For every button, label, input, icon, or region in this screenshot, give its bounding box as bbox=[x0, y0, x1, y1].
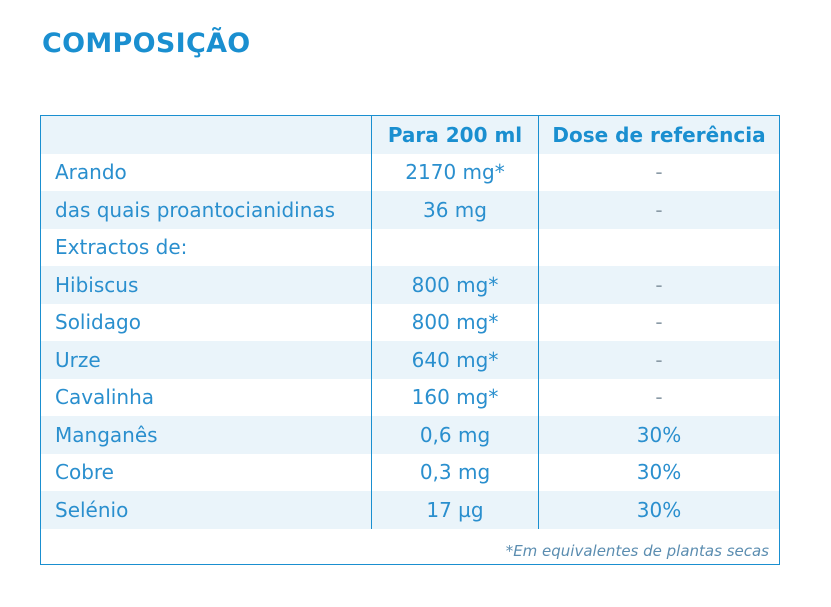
table-row: das quais proantocianidinas 36 mg - bbox=[41, 191, 779, 229]
nutrient-name: das quais proantocianidinas bbox=[55, 197, 336, 222]
nutrient-name: Hibiscus bbox=[55, 272, 139, 297]
reference-dose: - bbox=[538, 153, 779, 191]
reference-dose: - bbox=[538, 266, 779, 304]
nutrient-name: Cavalinha bbox=[55, 385, 155, 410]
table-row: Arando 2170 mg* - bbox=[41, 153, 779, 191]
amount: 0,6 mg bbox=[371, 416, 538, 454]
nutrient-name: Extractos de: bbox=[55, 235, 188, 260]
reference-dose: 30% bbox=[538, 453, 779, 491]
amount: 0,3 mg bbox=[371, 453, 538, 491]
amount: 640 mg* bbox=[371, 341, 538, 379]
nutrient-name: Urze bbox=[55, 347, 101, 372]
nutrient-name: Arando bbox=[55, 160, 127, 185]
reference-dose: - bbox=[538, 191, 779, 229]
reference-dose: 30% bbox=[538, 491, 779, 529]
header-cell bbox=[41, 116, 371, 154]
amount: 800 mg* bbox=[371, 266, 538, 304]
empty-cell bbox=[371, 228, 538, 266]
amount: 800 mg* bbox=[371, 303, 538, 341]
reference-dose: - bbox=[538, 303, 779, 341]
footnote: *Em equivalentes de plantas secas bbox=[505, 542, 769, 560]
reference-dose: - bbox=[538, 341, 779, 379]
table-row: Cavalinha 160 mg* - bbox=[41, 378, 779, 416]
table-row: Extractos de: bbox=[41, 228, 779, 266]
header-row: Para 200 ml Dose de referência bbox=[41, 116, 779, 154]
reference-dose: 30% bbox=[538, 416, 779, 454]
empty-cell bbox=[538, 228, 779, 266]
amount: 36 mg bbox=[371, 191, 538, 229]
table-row: Solidago 800 mg* - bbox=[41, 303, 779, 341]
table-row: Urze 640 mg* - bbox=[41, 341, 779, 379]
table-row: Manganês 0,6 mg 30% bbox=[41, 416, 779, 454]
composition-table: *Em equivalentes de plantas secas Para 2… bbox=[40, 115, 780, 565]
amount: 2170 mg* bbox=[371, 153, 538, 191]
nutrient-name: Manganês bbox=[55, 422, 158, 447]
amount: 17 µg bbox=[371, 491, 538, 529]
title: COMPOSIÇÃO bbox=[42, 28, 251, 59]
column-header: Para 200 ml bbox=[371, 116, 538, 154]
column-header: Dose de referência bbox=[538, 116, 779, 154]
table-row: Cobre 0,3 mg 30% bbox=[41, 453, 779, 491]
nutrient-name: Selénio bbox=[55, 497, 129, 522]
nutrient-name: Cobre bbox=[55, 460, 114, 485]
nutrient-name: Solidago bbox=[55, 310, 141, 335]
reference-dose: - bbox=[538, 378, 779, 416]
amount: 160 mg* bbox=[371, 378, 538, 416]
table-row: Selénio 17 µg 30% bbox=[41, 491, 779, 529]
table-row: Hibiscus 800 mg* - bbox=[41, 266, 779, 304]
